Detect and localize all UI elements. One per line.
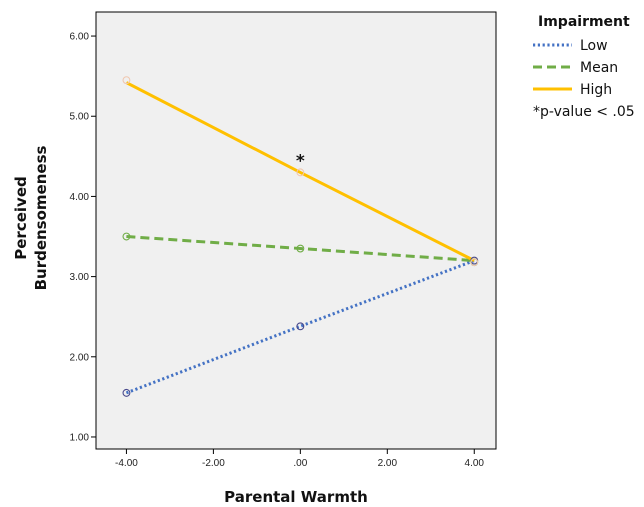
y-tick-label: 4.00 (70, 192, 90, 203)
x-axis: -4.00 -2.00 .00 2.00 4.00 (115, 449, 484, 469)
x-tick-label: -2.00 (202, 458, 225, 469)
legend-label-high: High (580, 82, 612, 98)
x-tick-label: 2.00 (378, 458, 398, 469)
y-axis: 1.00 2.00 3.00 4.00 5.00 6.00 (70, 32, 96, 443)
y-tick-label: 1.00 (70, 432, 90, 443)
point-marker-low (122, 388, 131, 397)
y-tick-label: 3.00 (70, 272, 90, 283)
x-tick-label: 4.00 (465, 458, 485, 469)
point-marker-mean (122, 232, 131, 241)
x-axis-title: Parental Warmth (224, 488, 368, 506)
y-tick-label: 6.00 (70, 32, 90, 43)
significance-star: * (296, 151, 305, 171)
series-layer (125, 81, 475, 395)
point-marker-mean (296, 244, 305, 253)
x-tick-label: -4.00 (115, 458, 138, 469)
y-axis-title: Perceived Burdensomeness (12, 146, 50, 291)
legend: Impairment Low Mean High *p-value < .05 (533, 14, 635, 120)
legend-label-low: Low (580, 38, 608, 54)
point-marker-low (296, 322, 305, 331)
point-marker-high (122, 76, 131, 85)
marker-layer (122, 76, 479, 397)
point-marker-high (470, 258, 479, 267)
legend-title: Impairment (538, 14, 630, 30)
point-marker-high (296, 168, 305, 177)
y-axis-title-line-2: Burdensomeness (32, 146, 50, 291)
y-tick-label: 5.00 (70, 112, 90, 123)
y-tick-label: 2.00 (70, 352, 90, 363)
plot-area (95, 11, 497, 450)
p-value-note: *p-value < .05 (533, 104, 635, 120)
series-line-mean (126, 235, 475, 263)
series-line-high (125, 81, 475, 262)
y-axis-title-line-1: Perceived (12, 176, 30, 259)
x-tick-label: .00 (293, 458, 307, 469)
legend-label-mean: Mean (580, 60, 618, 76)
